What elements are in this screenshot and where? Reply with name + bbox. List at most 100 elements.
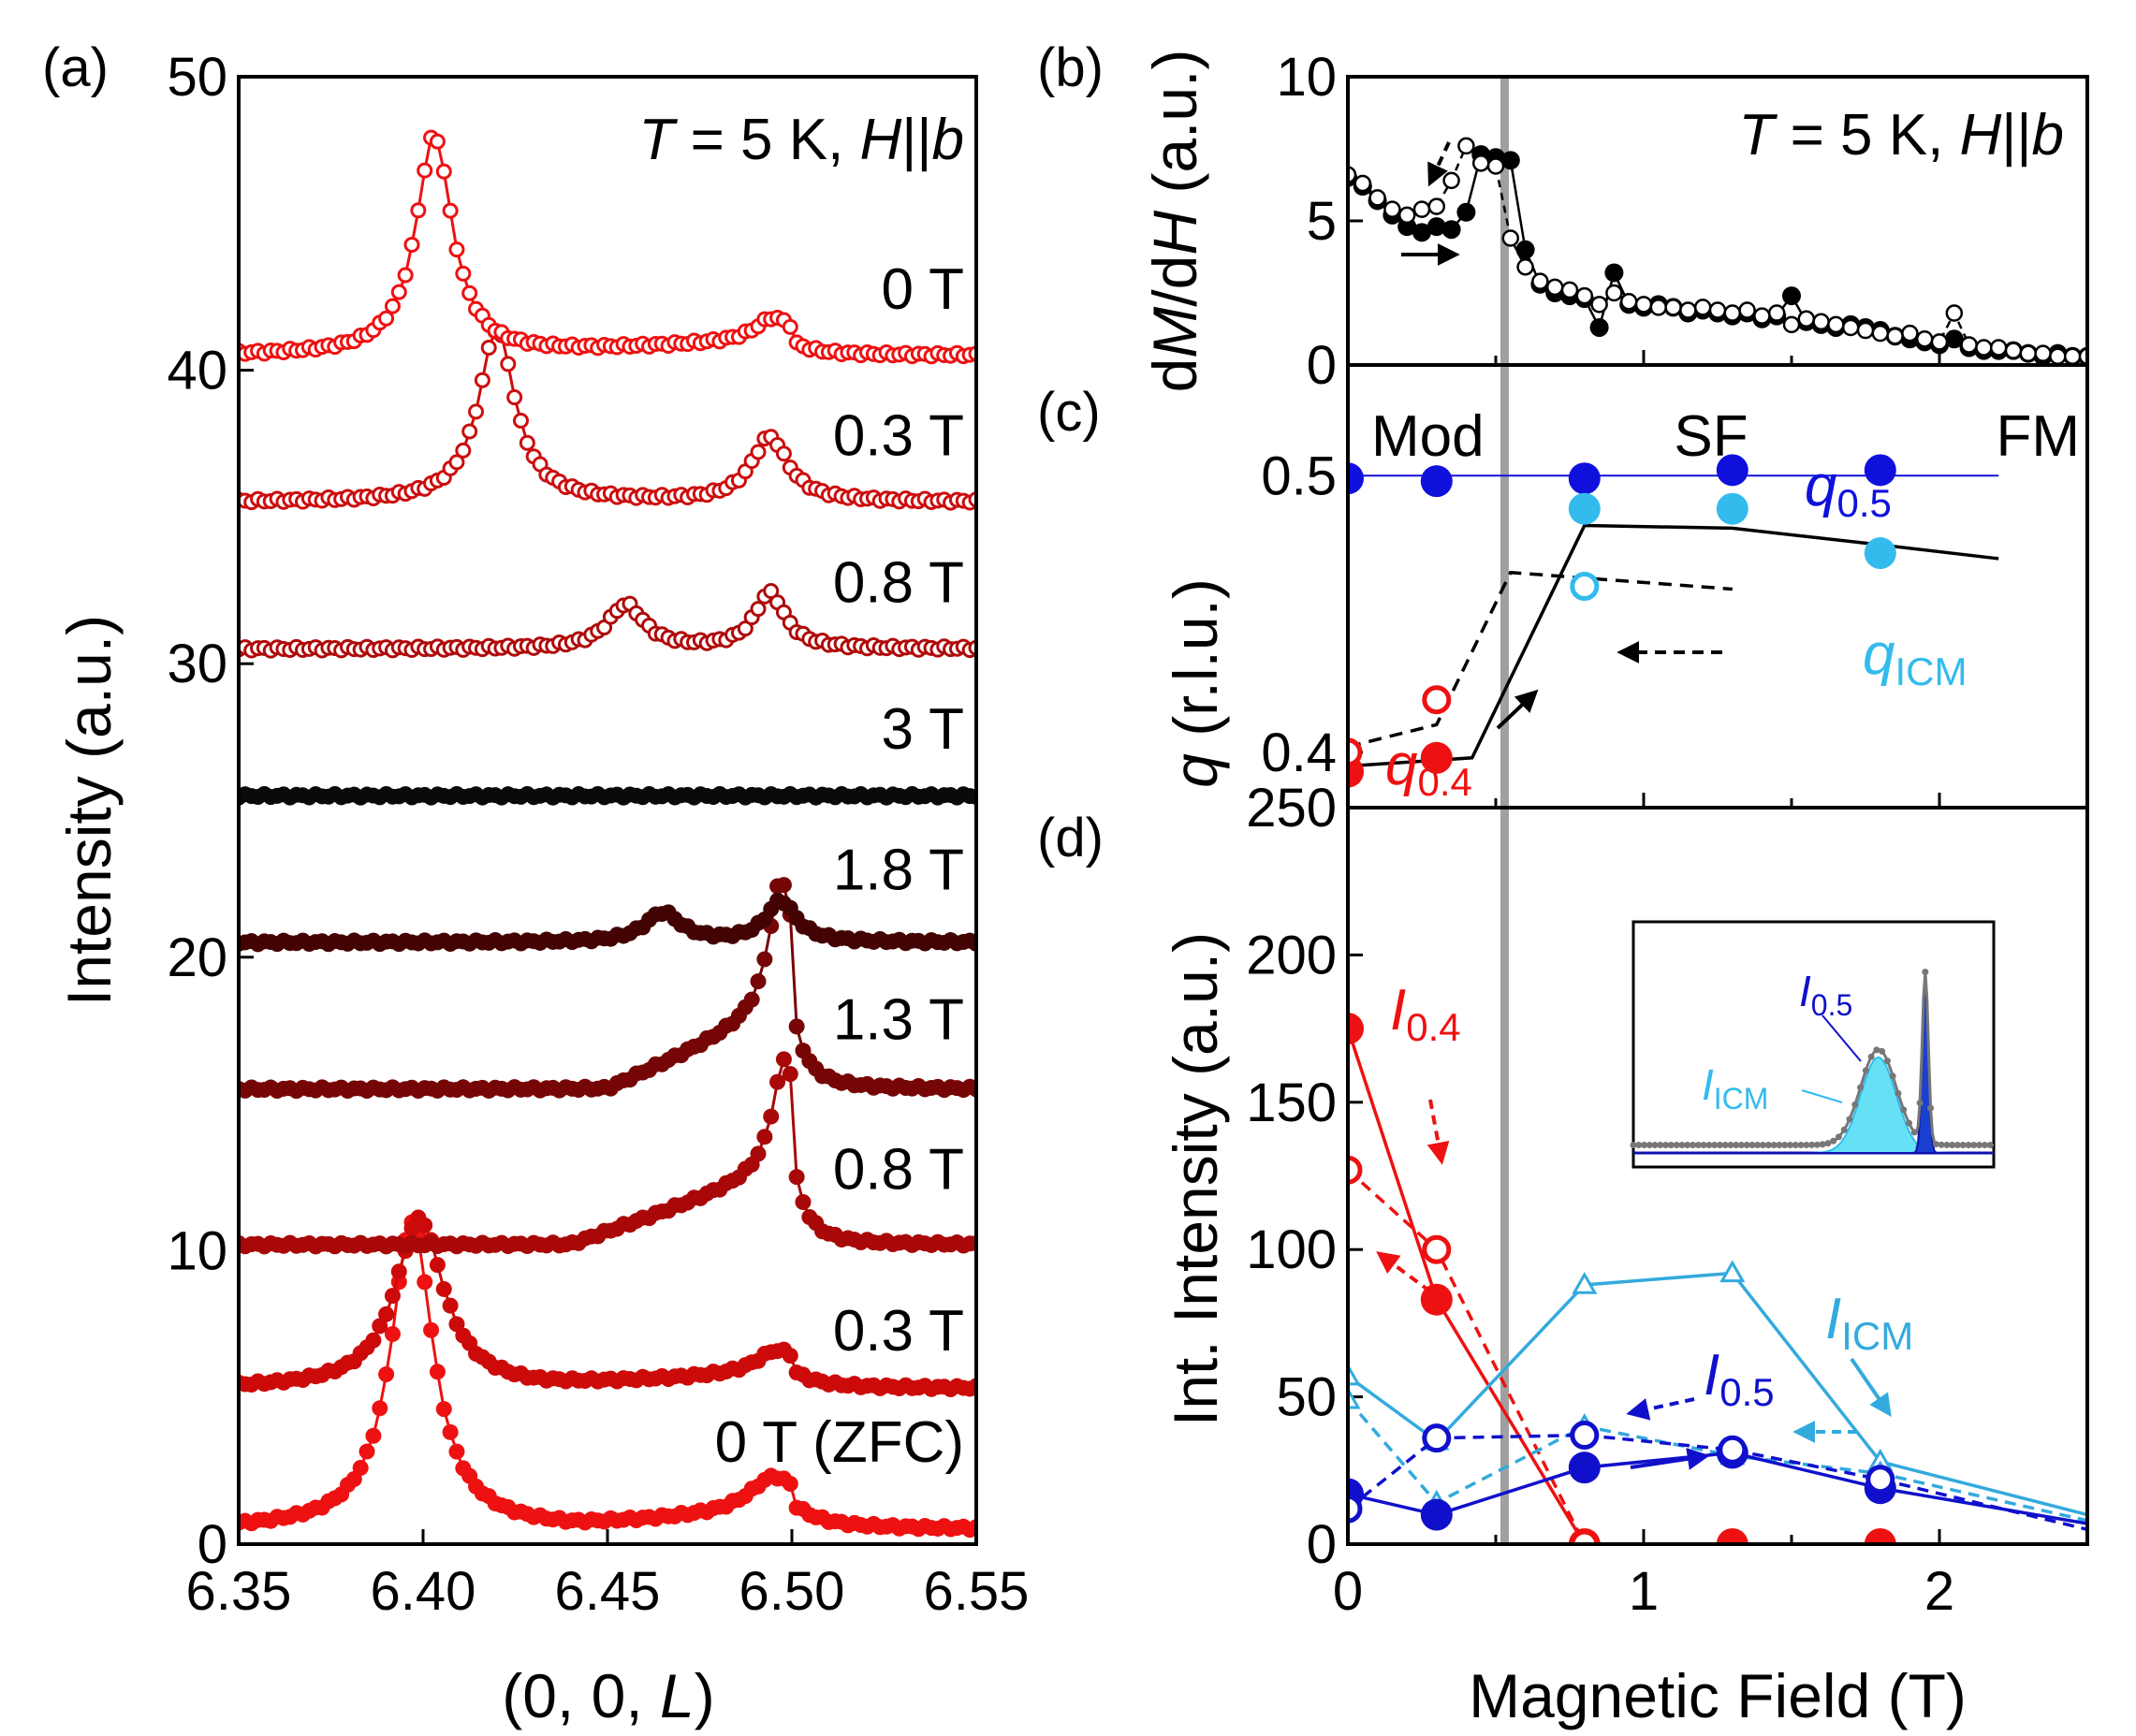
- d-series-line: [1348, 1451, 2087, 1525]
- b-data-point: [1812, 313, 1830, 331]
- b-data-point: [1797, 310, 1816, 328]
- panel-b-ylabel: dM/dH (a.u.): [1140, 50, 1209, 393]
- inset-data-point: [1949, 1141, 1956, 1148]
- b-data-point: [1723, 304, 1742, 322]
- a-data-point: [384, 298, 401, 314]
- a-ytick-label: 0: [198, 1514, 227, 1575]
- d-xtick-label: 2: [1924, 1561, 1954, 1622]
- inset-data-point: [1916, 1100, 1924, 1107]
- c-guide-line: [1348, 570, 1733, 749]
- panel-label-a: (a): [42, 37, 109, 98]
- inset-data-point: [1813, 1141, 1821, 1148]
- a-data-point: [435, 163, 452, 180]
- b-data-point: [1753, 307, 1771, 325]
- inset-data-point: [1873, 1046, 1880, 1054]
- a-curve-label: 1.8 T: [833, 839, 964, 903]
- d-data-point: [1572, 1271, 1598, 1294]
- d-data-point: [1422, 1423, 1452, 1453]
- inset-label-i05: I0.5: [1799, 967, 1852, 1022]
- label-qicm: qICM: [1863, 622, 1967, 693]
- d-data-point: [1422, 1234, 1452, 1264]
- a-data-point: [500, 356, 517, 372]
- a-data-point: [442, 202, 459, 219]
- panel-label-c: (c): [1037, 382, 1101, 443]
- inset-data-point: [1716, 1141, 1723, 1148]
- inset-data-point: [1678, 1141, 1686, 1148]
- a-data-point: [448, 1443, 465, 1460]
- d-series-I0.5-up: [1348, 1437, 2087, 1531]
- inset-data-point: [1792, 1141, 1799, 1148]
- a-data-point: [423, 1321, 440, 1338]
- a-data-point: [384, 1288, 401, 1305]
- b-data-point: [1975, 339, 1993, 357]
- inset-frame: [1631, 920, 1996, 1169]
- inset-data-point: [1835, 1133, 1842, 1141]
- a-data-point: [782, 1348, 798, 1364]
- panel-d-series: [1348, 1013, 2087, 1544]
- panel-d-blue-down-arrow: [1626, 1397, 1695, 1421]
- a-curve-label: 0.3 T: [833, 1299, 964, 1364]
- a-data-point: [788, 1018, 805, 1035]
- inset-data-point: [1684, 1141, 1691, 1148]
- panel-d-frame: [1346, 806, 2089, 1546]
- panels-bcd: (b) (c) (d) 0 1 2 0 5 10 0.4 0.5 0 50 100 150 200 250…: [1037, 37, 2089, 1730]
- b-data-point: [1930, 333, 1949, 351]
- a-xtick-label: 6.50: [739, 1561, 845, 1622]
- a-data-point: [429, 1364, 446, 1380]
- b-data-point: [1767, 304, 1786, 322]
- inset-data-point: [1824, 1140, 1832, 1147]
- b-data-point: [1634, 296, 1653, 314]
- a-curve-label: 0 T (ZFC): [715, 1410, 964, 1475]
- b-data-point: [1708, 301, 1727, 319]
- panel-d-ylabel: Int. Intensity (a.u.): [1161, 932, 1230, 1426]
- a-data-point: [788, 1169, 805, 1186]
- b-data-point: [1871, 324, 1890, 343]
- d-data-point: [1348, 1013, 1364, 1045]
- a-series-0.3-T-up: [239, 1209, 976, 1398]
- a-data-point: [795, 1193, 812, 1210]
- b-data-point: [1471, 154, 1490, 172]
- a-data-point: [372, 1318, 388, 1335]
- inset-data-point: [1959, 1141, 1967, 1148]
- inset-data-point: [1641, 1141, 1648, 1148]
- panel-label-b: (b): [1037, 37, 1104, 98]
- inset-data-point: [1770, 1141, 1778, 1148]
- b-data-point: [1427, 197, 1446, 215]
- a-data-point: [750, 444, 767, 460]
- inset-data-point: [1808, 1141, 1816, 1148]
- b-data-point: [1545, 278, 1564, 297]
- b-data-point: [1944, 329, 1964, 349]
- inset-data-point: [1932, 1141, 1939, 1148]
- b-ytick-label: 0: [1307, 335, 1337, 396]
- d-series-line: [1348, 1271, 2087, 1517]
- a-data-point: [519, 434, 535, 451]
- b-data-point: [1426, 217, 1446, 237]
- inset-data-point: [1694, 1141, 1702, 1148]
- panel-d-blue-up-arrow: [1630, 1447, 1710, 1470]
- a-data-point: [417, 1217, 433, 1233]
- label-q04: q0.4: [1385, 733, 1472, 804]
- c-data-point: [1422, 685, 1452, 715]
- b-data-point: [1589, 317, 1609, 337]
- a-data-point: [455, 265, 472, 282]
- c-series-q0.4-down: [1348, 685, 1452, 767]
- c-data-point: [1348, 462, 1364, 495]
- a-data-point: [378, 1306, 395, 1322]
- b-data-point: [1738, 301, 1756, 319]
- inset-data-point: [1986, 1141, 1994, 1148]
- label-q05: q0.5: [1805, 454, 1892, 525]
- a-data-point: [968, 789, 976, 805]
- b-data-point: [1442, 171, 1460, 190]
- a-data-point: [743, 991, 760, 1008]
- b-data-point: [1605, 284, 1623, 302]
- panel-c-series: [1348, 454, 1999, 788]
- panel-a-ticks: 6.35 6.40 6.45 6.50 6.55 0 10 20 30 40 50: [167, 47, 1029, 1622]
- c-ytick-label: 0.5: [1261, 445, 1337, 506]
- a-data-point: [429, 133, 446, 150]
- b-data-point: [1827, 315, 1845, 334]
- a-ytick-label: 40: [167, 341, 227, 401]
- inset-data-point: [1910, 1129, 1918, 1136]
- inset-data-point: [1819, 1141, 1826, 1148]
- a-data-point: [512, 413, 529, 430]
- a-data-point: [352, 1459, 369, 1476]
